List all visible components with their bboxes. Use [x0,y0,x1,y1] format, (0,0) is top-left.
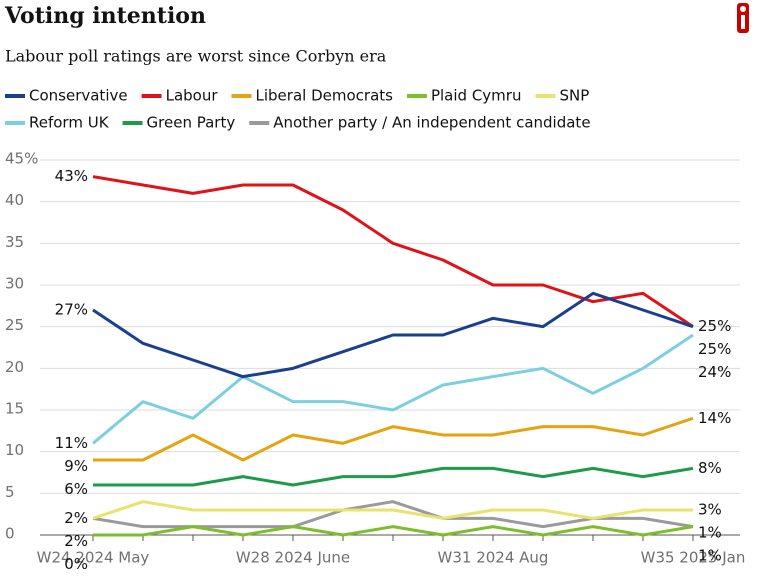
series-line [93,525,694,537]
series-line [93,416,694,462]
value-label: 24% [698,363,731,381]
legend-label: Green Party [147,114,236,132]
series-line [93,466,694,487]
x-tick-label: W35 2025 Jan [641,549,746,567]
value-label: 2% [64,532,88,550]
y-tick-label: 40 [5,191,24,209]
legend-label: Another party / An independent candidate [273,114,590,132]
value-label: 6% [64,480,88,498]
value-label: 1% [698,524,722,542]
legend-label: SNP [559,87,589,105]
value-label: 11% [55,434,88,452]
value-label: 25% [698,317,731,335]
series-line [92,500,694,529]
chart-title: Voting intention [4,3,206,29]
legend-label: Reform UK [29,114,110,132]
y-tick-label: 35 [5,233,24,251]
y-tick-label: 30 [5,275,24,293]
y-tick-label: 15 [5,400,24,418]
value-label: 8% [698,459,722,477]
legend-label: Plaid Cymru [431,87,522,105]
series-line [92,333,694,445]
chart-subtitle: Labour poll ratings are worst since Corb… [5,47,387,66]
x-tick-label: W31 2024 Aug [438,549,549,567]
y-tick-label: 25 [5,316,24,334]
logo [737,3,749,33]
y-tick-label: 10 [5,441,24,459]
value-label: 0% [64,555,88,573]
series-line [92,500,693,520]
series-line [92,175,694,328]
value-label: 2% [64,509,88,527]
value-label: 9% [64,457,88,475]
value-label: 1% [698,547,722,565]
y-tick-label: 5 [5,483,15,501]
legend-label: Conservative [29,87,128,105]
value-label: 27% [55,301,88,319]
value-label: 14% [698,409,731,427]
y-tick-label: 45% [5,150,38,168]
series-line [92,291,694,379]
x-tick-label: W28 2024 June [236,549,350,567]
x-tick-label: W24 2024 May [37,549,150,567]
legend-label: Labour [166,87,219,105]
value-label: 43% [55,167,88,185]
value-label: 25% [698,340,731,358]
legend-label: Liberal Democrats [256,87,394,105]
value-label: 3% [698,501,722,519]
y-tick-label: 0 [5,525,15,543]
y-tick-label: 20 [5,358,24,376]
